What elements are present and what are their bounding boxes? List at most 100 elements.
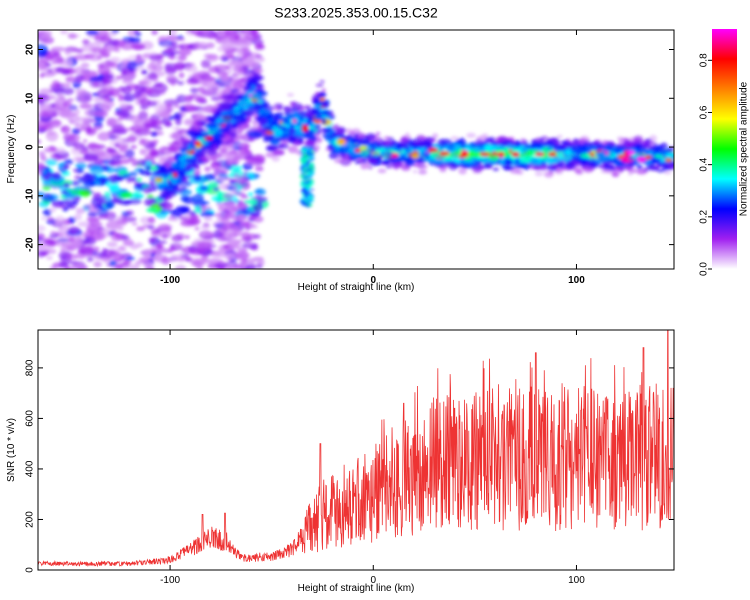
spectrogram-cell: [173, 50, 180, 55]
spectrogram-cell: [618, 167, 625, 172]
spectrogram-cell: [125, 256, 136, 261]
spectrogram-cell: [186, 129, 198, 137]
spectrogram-cell: [132, 44, 146, 50]
spectrogram-cell: [79, 149, 90, 155]
spectrogram-cell: [200, 225, 210, 230]
spectrogram-cell: [257, 118, 268, 124]
spectrogram-cell: [306, 108, 312, 112]
spectrogram-cell: [60, 247, 65, 253]
spectrogram-cell: [45, 55, 54, 61]
spectrogram-cell: [200, 59, 211, 69]
spectrogram-cell: [479, 152, 491, 157]
spectrogram-cell: [261, 129, 268, 134]
spectrogram-cell: [104, 200, 116, 209]
spectrogram-cell: [359, 163, 369, 167]
spectrogram-cell: [147, 225, 155, 230]
spectrogram-cell: [180, 138, 191, 143]
spectrogram-cell: [238, 220, 246, 228]
spectrogram-cell: [259, 122, 267, 126]
spectrogram-cell: [109, 163, 116, 167]
spectrogram-cell: [581, 158, 590, 163]
spectrogram-cell: [133, 118, 145, 129]
spectrogram-cell: [227, 245, 241, 250]
spectrogram-cell: [211, 137, 223, 146]
spectrogram-cell: [549, 156, 554, 159]
spectrogram-cell: [645, 155, 652, 160]
spectrogram-cell: [426, 144, 434, 148]
spectrogram-cell: [183, 95, 192, 101]
spectrogram-cell: [182, 179, 189, 184]
spectrogram-cell: [202, 30, 211, 35]
spectrogram-cell: [334, 158, 345, 164]
spectrogram-cell: [143, 118, 157, 128]
spectrogram-cell: [256, 259, 265, 266]
spectrogram-cell: [173, 242, 184, 249]
spectrogram-cell: [476, 155, 486, 160]
spectrogram-cell: [138, 168, 145, 172]
spectrogram-cell: [113, 232, 121, 237]
spectrogram-cell: [89, 165, 105, 174]
spectrogram-cell: [550, 163, 560, 169]
spectrogram-cell: [226, 129, 238, 137]
spectrogram-cell: [227, 158, 234, 164]
spectrogram-cell: [498, 135, 507, 140]
spectrogram-cell: [227, 54, 235, 59]
y-tick-label: 200: [25, 511, 36, 528]
spectrogram-cell: [38, 225, 46, 232]
spectrogram-cell: [118, 86, 126, 93]
spectrogram-cell: [230, 153, 239, 158]
spectrogram-cell: [238, 68, 249, 74]
spectrogram-cell: [165, 204, 174, 208]
spectrogram-cell: [99, 228, 111, 238]
spectrogram-cell: [38, 250, 46, 258]
spectrogram-cell: [156, 243, 164, 250]
spectrogram-cell: [194, 114, 208, 121]
spectrogram-cell: [78, 246, 95, 255]
spectrogram-cell: [63, 56, 73, 66]
spectrogram-cell: [237, 130, 243, 134]
spectrogram-cell: [79, 123, 89, 128]
spectrogram-cell: [154, 105, 167, 111]
spectrogram-cell: [481, 133, 489, 137]
spectrogram-cell: [174, 152, 182, 156]
spectrogram-cell: [453, 159, 457, 162]
spectrogram-cell: [658, 161, 668, 168]
spectrogram-cell: [124, 74, 132, 82]
spectrogram-cell: [272, 106, 280, 111]
spectrogram-cell: [626, 150, 635, 156]
spectrogram-cell: [245, 226, 251, 230]
spectrogram-cell: [112, 128, 128, 135]
spectrogram-cell: [165, 196, 172, 200]
spectrogram-cell: [158, 240, 167, 244]
spectrogram-cell: [99, 50, 111, 56]
spectrogram-cell: [651, 157, 662, 164]
spectrogram-cell: [187, 74, 193, 79]
spectrogram-cell: [520, 138, 526, 141]
spectrogram-cell: [233, 264, 242, 269]
spectrogram-cell: [194, 96, 207, 103]
spectrogram-cell: [450, 136, 459, 140]
spectrogram-frame: [37, 29, 675, 270]
spectrogram-cell: [372, 140, 378, 144]
spectrogram-cell: [246, 90, 254, 96]
spectrogram-cell: [250, 84, 257, 88]
spectrogram-cell: [534, 171, 544, 177]
spectrogram-cell: [237, 213, 244, 217]
spectrogram-cell: [75, 167, 84, 174]
x-tick-label: 0: [370, 575, 376, 586]
spectrogram-cell: [68, 216, 76, 224]
spectrogram-cell: [256, 99, 264, 104]
spectrogram-cell: [97, 66, 111, 76]
spectrogram-cell: [475, 139, 484, 144]
spectrogram-cell: [46, 217, 55, 221]
spectrogram-cell: [161, 194, 167, 198]
spectrogram-cell: [337, 152, 342, 155]
spectrogram-cell: [109, 223, 123, 230]
spectrogram-cell: [61, 68, 70, 76]
spectrogram-cell: [75, 116, 90, 123]
spectrogram-cell: [319, 109, 324, 112]
spectrogram-cell: [661, 166, 671, 171]
spectrogram-cell: [302, 146, 307, 150]
spectrogram-cell: [540, 166, 547, 171]
spectrogram-cell: [418, 169, 428, 175]
